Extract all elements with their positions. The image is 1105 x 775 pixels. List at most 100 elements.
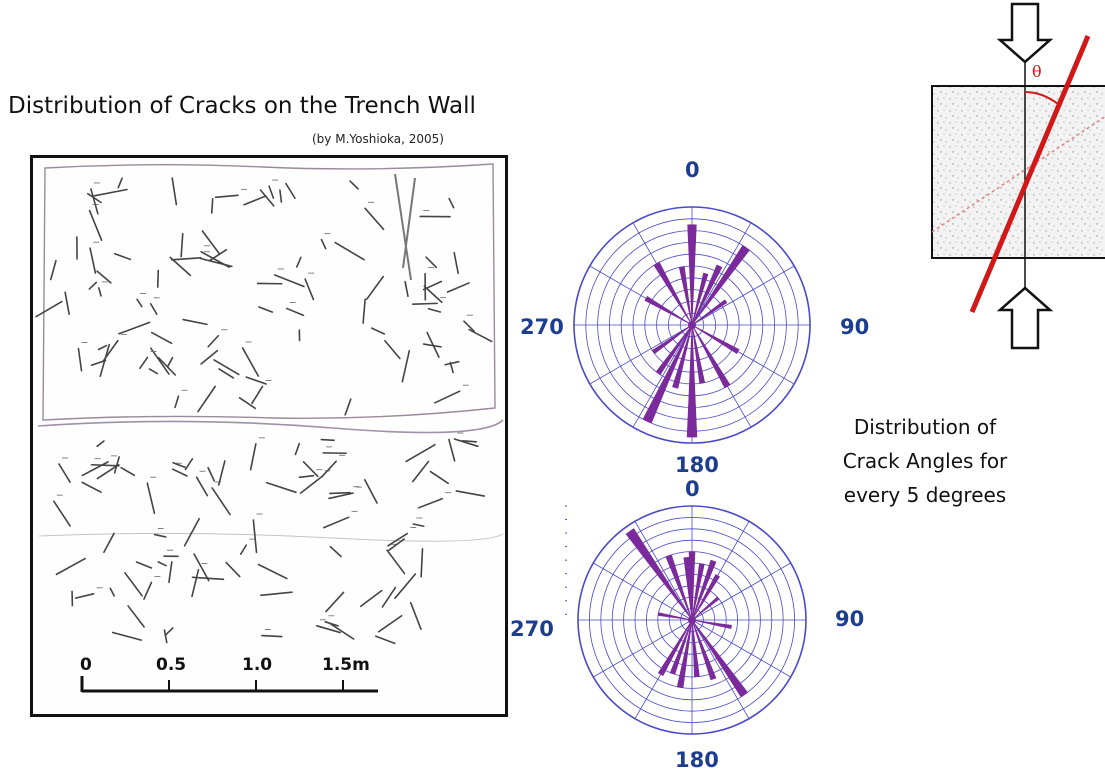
crack-trace <box>143 581 153 601</box>
crack-trace <box>149 303 158 315</box>
crack-trace <box>446 282 470 293</box>
crack-trace <box>124 572 143 597</box>
crack-trace <box>153 533 167 538</box>
crack-trace <box>184 458 194 471</box>
crack-trace <box>302 461 319 478</box>
rose-petal <box>691 324 731 389</box>
crack-trace <box>35 300 63 318</box>
rose-petal <box>691 563 705 621</box>
crack-trace <box>453 251 460 275</box>
rose-petal <box>644 296 693 326</box>
rose-lower-label-270: 270 <box>510 617 554 641</box>
crack-trace <box>386 549 406 575</box>
crack-trace <box>394 573 417 600</box>
crack-trace <box>394 173 412 281</box>
crack-trace <box>163 629 168 644</box>
scale-label-1-5m: 1.5m <box>322 655 370 675</box>
crack-trace <box>251 385 264 405</box>
crack-trace <box>171 468 188 477</box>
crack-trace <box>97 344 108 351</box>
rose-diagram-lower <box>565 505 807 735</box>
rose-petal <box>691 619 717 681</box>
crack-trace <box>304 278 315 301</box>
crack-trace <box>207 466 216 482</box>
crack-trace <box>329 623 355 640</box>
crack-trace <box>120 466 136 477</box>
crack-trace <box>455 490 486 497</box>
crack-trace <box>127 605 145 628</box>
crack-trace <box>213 359 240 376</box>
crack-trace <box>320 238 327 250</box>
crack-trace <box>118 321 151 335</box>
rose-petal <box>687 224 697 326</box>
crack-trace <box>200 251 230 268</box>
crack-trace <box>387 532 409 547</box>
crack-trace <box>87 192 102 204</box>
crack-trace <box>93 188 128 197</box>
rose-petal <box>691 619 700 678</box>
rose-center <box>688 321 696 329</box>
rose-grid-spoke <box>691 562 791 621</box>
crack-trace <box>89 247 97 274</box>
crack-trace <box>434 390 461 404</box>
crack-trace <box>412 523 425 528</box>
crack-trace <box>200 349 219 365</box>
crack-trace <box>113 456 121 474</box>
crack-trace <box>96 440 105 448</box>
rose-petal <box>688 551 696 621</box>
crack-trace <box>323 516 350 529</box>
crack-trace <box>257 563 288 580</box>
rose-petal <box>665 554 693 621</box>
crack-trace <box>328 492 354 500</box>
trench-wall-frame <box>30 155 508 717</box>
crack-trace <box>170 256 202 261</box>
crack-trace <box>425 256 438 269</box>
rose-upper-label-90: 90 <box>840 315 870 339</box>
crack-trace <box>258 306 274 313</box>
crack-trace <box>180 233 184 258</box>
crack-trace <box>90 463 120 467</box>
crack-trace <box>377 614 403 633</box>
rose-petal <box>691 596 720 621</box>
crack-trace <box>299 476 323 494</box>
down-arrow-icon <box>996 2 1054 64</box>
crack-trace <box>279 189 283 203</box>
crack-trace <box>238 397 257 410</box>
crack-trace <box>207 334 220 348</box>
rose-petal <box>691 264 723 326</box>
crack-trace <box>99 343 111 378</box>
crack-trace <box>157 561 167 567</box>
scale-bar <box>80 676 378 693</box>
rose-grid-spoke <box>589 324 693 385</box>
crack-trace <box>249 443 257 471</box>
crack-trace <box>157 356 177 376</box>
crack-trace <box>172 461 186 469</box>
crack-trace <box>375 635 396 645</box>
rose-petal <box>625 528 693 621</box>
scale-label-0: 0 <box>80 655 92 675</box>
crack-trace <box>422 280 443 291</box>
crack-trace <box>113 252 132 261</box>
crack-trace <box>285 307 305 317</box>
crack-trace <box>461 440 478 443</box>
crack-trace <box>150 331 173 345</box>
rose-petal <box>691 619 748 698</box>
rose-petal <box>678 266 693 326</box>
crack-trace <box>409 601 422 631</box>
crack-trace <box>201 230 221 255</box>
crack-trace <box>320 438 335 442</box>
crack-trace <box>77 347 83 372</box>
rose-grid-spoke <box>593 562 693 621</box>
rose-petal <box>691 244 750 326</box>
crack-trace <box>211 487 231 516</box>
crack-trace <box>402 177 416 269</box>
scale-label-1-0: 1.0 <box>242 655 273 675</box>
fault-trace-dashed <box>931 115 1105 233</box>
crack-trace <box>344 398 352 416</box>
crack-trace <box>88 281 98 290</box>
crack-trace <box>448 197 455 209</box>
crack-trace <box>90 188 99 215</box>
rose-petal <box>691 299 728 326</box>
rose-upper-label-270: 270 <box>520 315 564 339</box>
crack-trace <box>81 481 102 493</box>
